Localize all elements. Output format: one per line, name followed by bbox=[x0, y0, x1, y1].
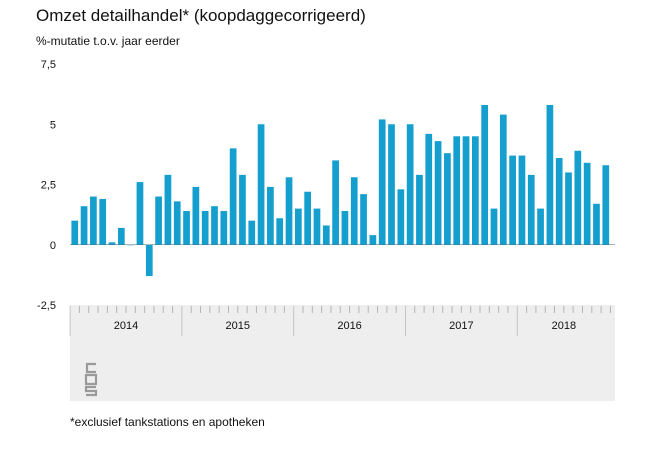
bar-2017-02 bbox=[416, 174, 423, 245]
bar-2014-10 bbox=[155, 196, 162, 245]
bar-2017-11 bbox=[499, 114, 507, 245]
year-label-2015: 2015 bbox=[226, 320, 250, 332]
bar-2015-05 bbox=[220, 211, 228, 245]
bar-2018-08 bbox=[583, 162, 591, 245]
footnote: *exclusief tankstations en apotheken bbox=[70, 415, 265, 429]
bar-2017-07 bbox=[462, 136, 470, 245]
bar-2014-01 bbox=[71, 220, 79, 245]
y-tick-label: 7,5 bbox=[41, 59, 56, 71]
bar-2018-10 bbox=[602, 165, 610, 245]
bar-2017-05 bbox=[444, 153, 451, 245]
bar-2016-03 bbox=[313, 208, 321, 245]
bar-2018-06 bbox=[565, 172, 572, 245]
y-tick-label: 2,5 bbox=[41, 180, 56, 192]
bar-2014-02 bbox=[80, 206, 88, 245]
bar-2014-06 bbox=[117, 227, 125, 245]
bar-2016-02 bbox=[304, 191, 312, 245]
bar-2015-07 bbox=[239, 174, 246, 245]
year-label-2018: 2018 bbox=[552, 320, 576, 332]
bar-2018-07 bbox=[574, 150, 582, 245]
bar-2017-06 bbox=[453, 136, 461, 245]
bar-2014-03 bbox=[90, 196, 97, 245]
bar-2016-10 bbox=[378, 119, 386, 245]
cbs-logo-icon bbox=[84, 362, 98, 397]
bar-2017-10 bbox=[490, 208, 498, 245]
bar-2015-02 bbox=[192, 186, 200, 245]
year-label-2017: 2017 bbox=[449, 320, 473, 332]
bar-2016-11 bbox=[388, 124, 395, 245]
bar-2015-01 bbox=[183, 211, 190, 245]
x-axis-ticks bbox=[69, 306, 611, 336]
bar-2015-04 bbox=[211, 206, 218, 245]
bar-2014-04 bbox=[99, 198, 107, 245]
bar-2014-08 bbox=[136, 182, 144, 245]
bar-2017-12 bbox=[509, 155, 516, 245]
bar-2014-07 bbox=[127, 244, 134, 246]
bar-2018-02 bbox=[527, 174, 535, 245]
bar-2018-04 bbox=[546, 104, 554, 245]
chart-title: Omzet detailhandel* (koopdaggecorrigeerd… bbox=[36, 6, 366, 25]
bar-2014-11 bbox=[164, 174, 172, 245]
bar-2016-07 bbox=[350, 177, 358, 245]
bar-2014-05 bbox=[108, 242, 116, 245]
bar-2017-09 bbox=[481, 104, 489, 245]
y-tick-label: 5 bbox=[50, 119, 56, 131]
bar-2015-11 bbox=[276, 218, 284, 245]
y-axis-labels: 7,5 5 2,5 0 -2,5 bbox=[37, 59, 56, 312]
year-label-2014: 2014 bbox=[114, 320, 138, 332]
bar-2018-09 bbox=[593, 203, 600, 245]
bar-2018-01 bbox=[518, 155, 526, 245]
bar-2016-08 bbox=[360, 194, 367, 245]
bar-2016-01 bbox=[294, 208, 302, 245]
bar-2014-09 bbox=[145, 244, 153, 277]
year-label-2016: 2016 bbox=[337, 320, 361, 332]
bar-2015-08 bbox=[248, 220, 256, 245]
bar-2015-06 bbox=[229, 148, 237, 245]
bar-2017-04 bbox=[434, 141, 442, 245]
bar-2017-08 bbox=[472, 136, 479, 245]
bar-2016-05 bbox=[332, 160, 339, 245]
x-axis-year-labels: 2014 2015 2016 2017 2018 bbox=[114, 320, 576, 332]
x-axis-band bbox=[70, 305, 615, 401]
bar-2015-12 bbox=[285, 177, 293, 245]
y-tick-label: -2,5 bbox=[37, 300, 56, 312]
chart-subtitle: %-mutatie t.o.v. jaar eerder bbox=[36, 34, 180, 48]
bar-2014-12 bbox=[173, 201, 181, 245]
y-tick-label: 0 bbox=[50, 240, 56, 252]
bar-2016-09 bbox=[369, 235, 377, 245]
bar-2017-03 bbox=[425, 133, 433, 245]
bar-2015-03 bbox=[201, 211, 209, 245]
bar-2016-04 bbox=[322, 225, 330, 245]
bar-2015-09 bbox=[257, 124, 265, 245]
bar-2016-12 bbox=[397, 189, 405, 245]
bar-2018-03 bbox=[537, 208, 544, 245]
bar-2015-10 bbox=[267, 186, 274, 245]
bar-2018-05 bbox=[555, 157, 563, 245]
bar-2016-06 bbox=[341, 211, 349, 245]
bar-2017-01 bbox=[406, 124, 414, 245]
bars bbox=[71, 104, 610, 277]
